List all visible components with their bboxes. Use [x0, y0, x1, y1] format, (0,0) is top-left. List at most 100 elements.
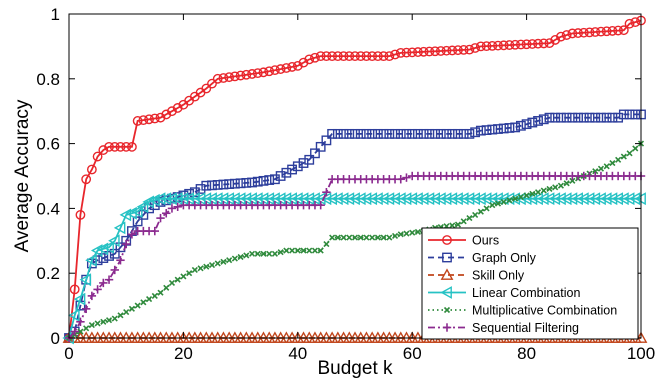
marker-stroke [254, 250, 261, 257]
data-point [372, 51, 383, 62]
marker-stroke [334, 234, 341, 241]
data-point [229, 71, 240, 82]
data-point [128, 305, 135, 312]
data-point [563, 180, 570, 187]
data-point [607, 112, 618, 123]
marker-stroke [489, 202, 496, 209]
data-point [104, 141, 114, 152]
data-point [533, 38, 543, 49]
data-point [136, 200, 149, 214]
data-point [283, 247, 290, 254]
legend-marker [440, 286, 452, 299]
y-tick-label: 0.2 [36, 264, 60, 283]
marker-stroke [357, 234, 364, 241]
marker-stroke [117, 312, 124, 319]
legend-item: Graph Only [428, 251, 537, 265]
data-point [607, 26, 618, 36]
marker-stroke [83, 325, 90, 332]
data-point [447, 45, 458, 56]
data-point [435, 128, 446, 139]
data-point [270, 65, 280, 76]
data-point [407, 47, 418, 58]
data-point [212, 73, 223, 84]
data-point [413, 47, 423, 57]
data-point [127, 141, 137, 152]
data-point [395, 128, 406, 139]
data-point [134, 302, 141, 309]
marker-stroke [369, 234, 376, 241]
marker-stroke [620, 153, 627, 160]
data-point [311, 247, 319, 254]
data-point [454, 221, 462, 228]
marker-stroke [454, 221, 462, 228]
marker-stroke [111, 315, 118, 322]
data-point [380, 234, 387, 241]
data-point [391, 232, 399, 240]
legend-label: Ours [472, 234, 499, 248]
data-point [596, 112, 606, 123]
data-point [605, 192, 618, 206]
data-point [613, 112, 624, 123]
data-point [571, 192, 583, 206]
data-point [601, 26, 612, 37]
marker-stroke [374, 234, 381, 241]
data-point [618, 25, 629, 36]
data-point [83, 325, 90, 332]
plot-area [62, 15, 648, 345]
data-point [578, 27, 589, 38]
data-point [294, 247, 301, 254]
data-point [146, 296, 153, 303]
data-point [538, 38, 549, 49]
data-point [98, 145, 109, 155]
data-point [98, 253, 109, 263]
data-point [527, 117, 538, 128]
marker-stroke [197, 265, 204, 272]
data-point [371, 192, 383, 206]
data-point [81, 174, 92, 185]
marker-stroke [283, 247, 290, 254]
data-point [510, 122, 521, 133]
legend: Ours Graph Only Skill Only Linear Combinati… [421, 227, 639, 340]
data-point [208, 262, 216, 269]
data-point [298, 57, 309, 68]
data-point [617, 192, 629, 206]
data-point [226, 257, 233, 264]
legend-item: Skill Only [428, 268, 525, 283]
data-point [430, 46, 440, 57]
data-point [351, 234, 359, 241]
marker-stroke [266, 250, 273, 257]
data-point [453, 128, 463, 139]
data-point [292, 60, 303, 71]
series-sequential-filtering [64, 171, 646, 343]
data-point [132, 116, 143, 126]
data-point [235, 178, 246, 189]
data-point [336, 192, 349, 206]
legend-marker [440, 268, 454, 280]
marker-stroke [168, 279, 176, 286]
data-point [331, 192, 343, 206]
data-point [214, 260, 221, 267]
y-tick-label: 1 [51, 5, 60, 24]
data-point [218, 179, 229, 190]
data-point [354, 192, 366, 206]
data-point [428, 192, 440, 206]
data-point [538, 114, 549, 125]
marker-stroke [340, 234, 347, 241]
data-point [350, 128, 360, 139]
marker-stroke [552, 184, 559, 191]
marker-stroke [380, 234, 387, 241]
data-point [363, 234, 370, 241]
data-point [475, 125, 486, 136]
data-point [127, 230, 137, 239]
data-point [201, 180, 212, 191]
data-point [275, 171, 286, 181]
data-point [315, 141, 326, 152]
data-point [384, 51, 395, 62]
data-point [68, 308, 80, 322]
data-point [92, 255, 103, 266]
data-point [321, 51, 332, 62]
x-tick-label: 100 [627, 344, 655, 363]
marker-stroke [386, 234, 393, 241]
marker-stroke [569, 177, 576, 184]
data-point [441, 45, 452, 56]
